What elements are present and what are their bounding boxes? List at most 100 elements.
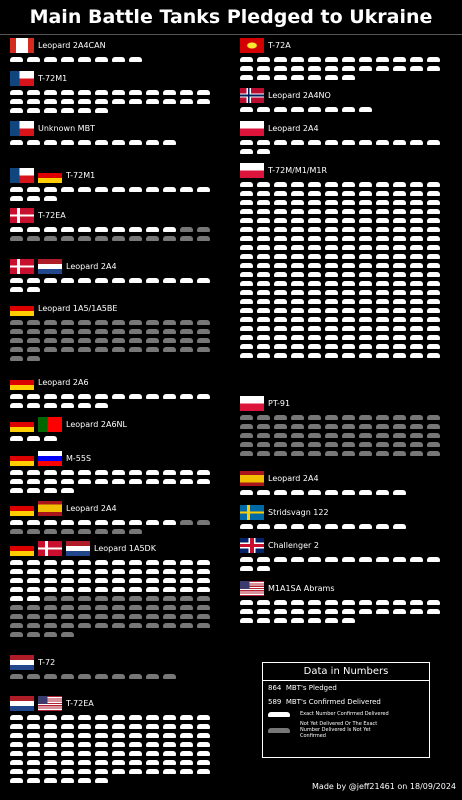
tank-delivered bbox=[10, 479, 23, 484]
tank-delivered bbox=[257, 344, 270, 349]
tank-delivered bbox=[291, 281, 304, 286]
tank-delivered bbox=[44, 394, 57, 399]
tank-pending bbox=[359, 433, 372, 438]
tank-delivered bbox=[10, 436, 23, 441]
tank-delivered bbox=[163, 560, 176, 565]
tank-pending bbox=[129, 329, 142, 334]
tank-pending bbox=[44, 605, 57, 610]
tank-delivered bbox=[393, 281, 406, 286]
tank-delivered bbox=[291, 66, 304, 71]
tank-delivered bbox=[427, 600, 440, 605]
tank-delivered bbox=[129, 587, 142, 592]
tank-delivered bbox=[257, 254, 270, 259]
tank-delivered bbox=[27, 560, 40, 565]
tank-delivered bbox=[95, 470, 108, 475]
tank-delivered bbox=[27, 578, 40, 583]
tank-delivered bbox=[308, 236, 321, 241]
tank-delivered bbox=[427, 353, 440, 358]
tank-delivered bbox=[146, 470, 159, 475]
tank-pending bbox=[308, 415, 321, 420]
tank-delivered bbox=[112, 90, 125, 95]
tank-delivered bbox=[44, 99, 57, 104]
tank-delivered bbox=[325, 200, 338, 205]
tank-delivered bbox=[393, 557, 406, 562]
tank-pending bbox=[10, 329, 23, 334]
tank-delivered bbox=[257, 618, 270, 623]
tank-delivered bbox=[308, 281, 321, 286]
tank-delivered bbox=[410, 182, 423, 187]
tank-pending bbox=[112, 605, 125, 610]
tank-delivered bbox=[410, 600, 423, 605]
tank-delivered bbox=[342, 263, 355, 268]
tank-delivered bbox=[376, 299, 389, 304]
tank-pending bbox=[78, 614, 91, 619]
tank-delivered bbox=[27, 733, 40, 738]
tank-delivered bbox=[427, 308, 440, 313]
group: Leopard 2A6NL bbox=[10, 416, 225, 445]
tank-delivered bbox=[274, 308, 287, 313]
tank-delivered bbox=[274, 218, 287, 223]
group: M-55S bbox=[10, 450, 225, 497]
tank-delivered bbox=[376, 290, 389, 295]
tank-pending bbox=[163, 605, 176, 610]
tank-delivered bbox=[376, 557, 389, 562]
tank-pending bbox=[10, 632, 23, 637]
tank-delivered bbox=[308, 609, 321, 614]
tank-delivered bbox=[393, 200, 406, 205]
tank-pending bbox=[95, 623, 108, 628]
tank-pending bbox=[146, 338, 159, 343]
tank-delivered bbox=[163, 479, 176, 484]
tank-delivered bbox=[146, 278, 159, 283]
tank-delivered bbox=[61, 488, 74, 493]
tank-delivered bbox=[240, 227, 253, 232]
tank-pending bbox=[44, 614, 57, 619]
label: Challenger 2 bbox=[268, 540, 319, 550]
tank-pending bbox=[274, 424, 287, 429]
tank-pending bbox=[240, 451, 253, 456]
tank-pending bbox=[274, 442, 287, 447]
tank-delivered bbox=[129, 560, 142, 565]
tank-pending bbox=[274, 415, 287, 420]
tank-delivered bbox=[393, 272, 406, 277]
tank-delivered bbox=[376, 218, 389, 223]
tank-delivered bbox=[342, 557, 355, 562]
tank-delivered bbox=[427, 140, 440, 145]
tank-delivered bbox=[61, 403, 74, 408]
tank-delivered bbox=[342, 600, 355, 605]
tank-delivered bbox=[410, 326, 423, 331]
group: Leopard 2A4NO bbox=[240, 87, 455, 116]
tank-delivered bbox=[180, 751, 193, 756]
tank-delivered bbox=[163, 90, 176, 95]
tank-delivered bbox=[257, 290, 270, 295]
tank-delivered bbox=[180, 760, 193, 765]
tank-delivered bbox=[240, 191, 253, 196]
tank-delivered bbox=[95, 278, 108, 283]
tank-delivered bbox=[180, 569, 193, 574]
tank-delivered bbox=[240, 490, 253, 495]
tank-delivered bbox=[359, 272, 372, 277]
label: Leopard 1A5/1A5BE bbox=[38, 303, 118, 313]
tank-delivered bbox=[146, 479, 159, 484]
tank-delivered bbox=[257, 200, 270, 205]
tank-delivered bbox=[180, 724, 193, 729]
label: T-72A bbox=[268, 40, 291, 50]
tank-delivered bbox=[257, 75, 270, 80]
tank-delivered bbox=[78, 569, 91, 574]
tank-delivered bbox=[146, 520, 159, 525]
tank-delivered bbox=[112, 587, 125, 592]
group: PT-91 bbox=[240, 395, 455, 460]
tank-delivered bbox=[291, 107, 304, 112]
tank-delivered bbox=[427, 317, 440, 322]
tank-delivered bbox=[359, 191, 372, 196]
tank-delivered bbox=[325, 245, 338, 250]
tank-delivered bbox=[291, 524, 304, 529]
tank-delivered bbox=[10, 560, 23, 565]
tank-delivered bbox=[291, 191, 304, 196]
tank-delivered bbox=[240, 353, 253, 358]
tank-delivered bbox=[146, 227, 159, 232]
tank-delivered bbox=[359, 140, 372, 145]
tank-delivered bbox=[308, 254, 321, 259]
tank-delivered bbox=[61, 90, 74, 95]
tank-delivered bbox=[129, 733, 142, 738]
